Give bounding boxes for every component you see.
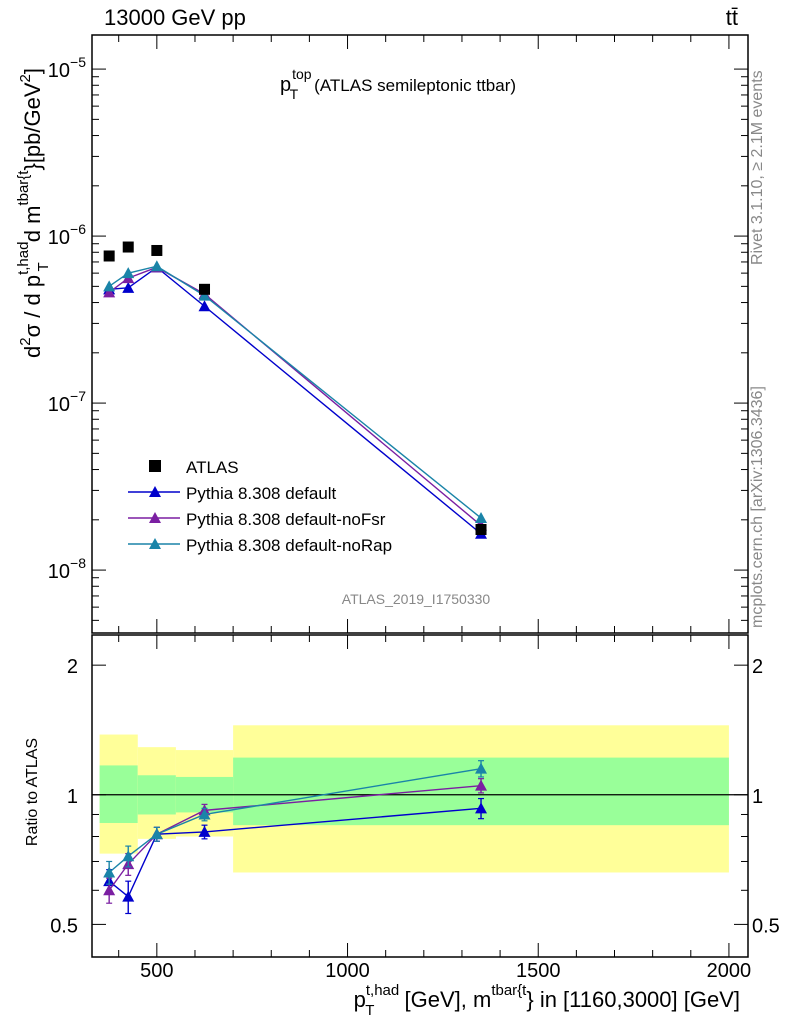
ratio-point-2: [103, 866, 116, 878]
main-title: ptop T (ATLAS semileptonic ttbar): [280, 66, 516, 102]
x-tick-label: 500: [140, 960, 173, 982]
ratio-series-layer: [103, 760, 488, 915]
ratio-tick-labels: 0.5 0.5 1 1 2 2 500 1000 1500 2000: [50, 656, 780, 982]
series-point-0: [198, 300, 211, 312]
series-line-2: [108, 265, 482, 519]
y-tick-label: 10−7: [48, 388, 86, 416]
mcplots-reference-label: mcplots.cern.ch [arXiv:1306.3436]: [749, 386, 766, 628]
series-point-2: [122, 267, 135, 279]
ratio-axis-ticks: [91, 634, 749, 958]
ratio-point-2: [198, 808, 211, 820]
main-panel: [91, 34, 749, 634]
title-p: p: [280, 74, 291, 96]
x-axis-label: pt,had T [GeV], mtbar{t} in [1160,3000] […: [354, 982, 740, 1019]
main-y-tick-labels: 10−8 10−7 10−6 10−5: [48, 54, 86, 583]
main-series-layer: [103, 241, 488, 539]
ratio-point-0: [198, 825, 211, 837]
legend-label-1: Pythia 8.308 default-noFsr: [186, 510, 386, 529]
legend-label-2: Pythia 8.308 default-noRap: [186, 536, 392, 555]
series-point-2: [198, 289, 211, 301]
atlas-data-point: [475, 523, 487, 535]
series-point-2: [150, 260, 163, 272]
ratio-y-tick-label: 2: [67, 656, 78, 678]
ratio-y-tick-label-right: 0.5: [752, 915, 780, 937]
ratio-point-2: [150, 828, 163, 840]
title-sup: top: [292, 66, 312, 82]
ratio-point-2: [475, 762, 488, 774]
ratio-point-0: [475, 802, 488, 814]
header-final-state-label: tt̄: [726, 5, 738, 30]
y-tick-label: 10−6: [48, 221, 86, 249]
analysis-id-label: ATLAS_2019_I1750330: [342, 591, 491, 607]
series-point-1: [103, 286, 116, 298]
ratio-y-tick-label-right: 1: [752, 786, 763, 808]
atlas-data-point: [103, 250, 115, 262]
ratio-point-2: [122, 850, 135, 862]
legend-label-atlas: ATLAS: [186, 458, 239, 477]
ratio-y-tick-label: 1: [67, 786, 78, 808]
ratio-point-1: [103, 884, 116, 896]
main-frame: [91, 34, 749, 634]
series-point-0: [122, 281, 135, 293]
y-tick-label: 10−5: [48, 54, 86, 82]
ratio-point-0: [122, 890, 135, 902]
atlas-data-point: [151, 244, 163, 256]
atlas-data-point: [122, 241, 134, 253]
main-axis-ticks: [92, 35, 748, 633]
title-rest: (ATLAS semileptonic ttbar): [314, 76, 516, 95]
series-point-2: [103, 280, 116, 292]
x-tick-label: 1000: [325, 960, 370, 982]
ratio-uncertainty-bands: [99, 725, 729, 873]
ratio-frame: [91, 634, 749, 958]
legend-label-0: Pythia 8.308 default: [186, 484, 337, 503]
atlas-data-point: [199, 283, 211, 295]
rivet-version-label: Rivet 3.1.10, ≥ 2.1M events: [749, 70, 766, 265]
legend: ATLAS Pythia 8.308 default Pythia 8.308 de…: [128, 458, 392, 555]
ratio-point-1: [475, 779, 488, 791]
y-tick-label: 10−8: [48, 555, 86, 583]
x-tick-label: 2000: [707, 960, 752, 982]
ratio-y-axis-label: Ratio to ATLAS: [24, 738, 41, 846]
series-point-2: [475, 512, 488, 524]
main-y-axis-label: d2σ / d pt,had T d mtbar{t}[pb/GeV2]: [15, 68, 52, 358]
legend-marker-atlas: [149, 460, 161, 472]
legend-marker-2: [149, 538, 161, 549]
ratio-y-tick-label-right: 2: [752, 656, 763, 678]
legend-marker-0: [149, 486, 161, 497]
legend-marker-1: [149, 512, 161, 523]
title-sub: T: [290, 86, 299, 102]
ratio-y-tick-label: 0.5: [50, 915, 78, 937]
header-process-label: 13000 GeV pp: [104, 5, 246, 30]
x-tick-label: 1500: [516, 960, 561, 982]
